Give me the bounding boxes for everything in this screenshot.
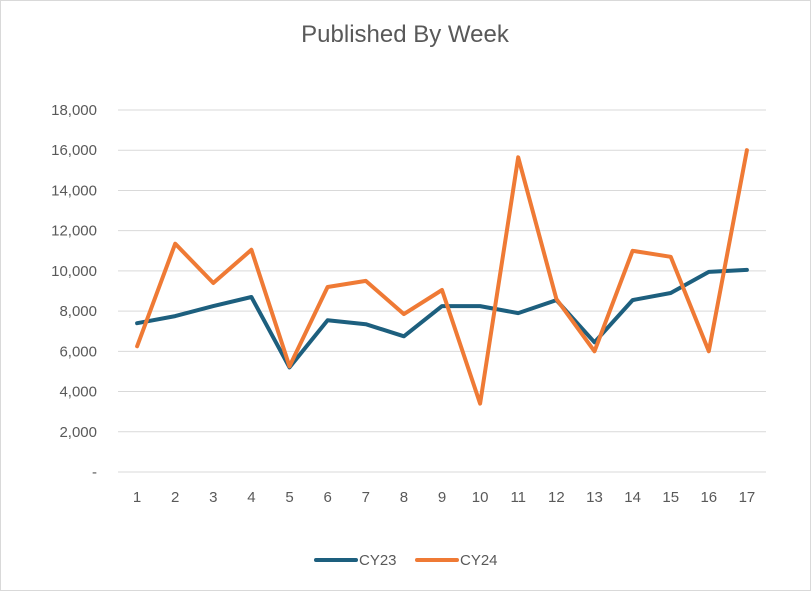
x-tick-label: 9 xyxy=(438,489,446,506)
series-line-cy23 xyxy=(135,267,749,370)
x-tick-label: 5 xyxy=(285,489,293,506)
y-tick-label: 4,000 xyxy=(59,384,97,401)
y-tick-label: 12,000 xyxy=(51,223,97,240)
x-tick-label: 13 xyxy=(586,489,603,506)
x-tick-label: 8 xyxy=(400,489,408,506)
x-tick-label: 15 xyxy=(662,489,679,506)
y-tick-label: 18,000 xyxy=(51,102,97,119)
x-tick-label: 11 xyxy=(510,489,526,506)
legend: CY23 CY24 xyxy=(314,552,498,569)
x-tick-label: 2 xyxy=(171,489,179,506)
x-tick-label: 3 xyxy=(209,489,217,506)
y-tick-label: 2,000 xyxy=(59,424,97,441)
x-tick-label: 6 xyxy=(323,489,331,506)
y-tick-label: 16,000 xyxy=(51,142,97,159)
x-tick-label: 17 xyxy=(739,489,756,506)
x-tick-label: 16 xyxy=(700,489,717,506)
series-lines xyxy=(135,148,749,406)
x-axis-tick-labels: 1 2 3 4 5 6 7 8 9 10 11 12 13 14 15 16 17 xyxy=(133,489,755,506)
x-tick-label: 12 xyxy=(548,489,565,506)
y-tick-label: 6,000 xyxy=(59,343,97,360)
chart-title: Published By Week xyxy=(301,21,510,48)
x-tick-label: 14 xyxy=(624,489,641,506)
legend-label-cy23: CY23 xyxy=(359,552,397,569)
x-tick-label: 1 xyxy=(133,489,141,506)
y-axis-tick-labels: - 2,000 4,000 6,000 8,000 10,000 12,000 14,000 1… xyxy=(51,102,97,481)
y-tick-label: 14,000 xyxy=(51,182,97,199)
gridlines xyxy=(118,109,766,473)
x-tick-label: 4 xyxy=(247,489,255,506)
y-tick-label: 8,000 xyxy=(59,303,97,320)
y-tick-label: 10,000 xyxy=(51,263,97,280)
x-tick-label: 10 xyxy=(472,489,489,506)
series-line-cy24 xyxy=(135,148,749,406)
x-tick-label: 7 xyxy=(362,489,370,506)
y-tick-label: - xyxy=(92,464,97,481)
legend-label-cy24: CY24 xyxy=(460,552,498,569)
